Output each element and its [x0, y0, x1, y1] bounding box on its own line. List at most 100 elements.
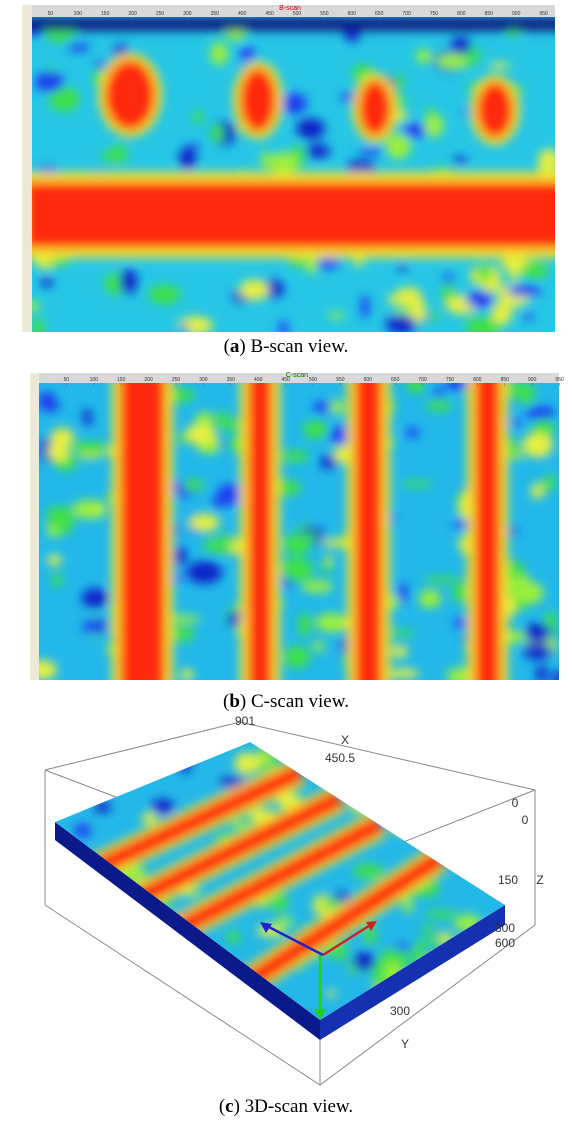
heatmap: [39, 383, 559, 680]
blob: [269, 893, 289, 911]
blob: [500, 255, 530, 271]
caption-part: (: [219, 1096, 225, 1117]
ruler-label: 400: [254, 377, 263, 383]
axis-label: 300: [495, 921, 515, 935]
blob: [427, 790, 454, 807]
blob: [180, 756, 191, 774]
blob: [105, 60, 155, 130]
ruler-label: 650: [391, 377, 400, 383]
blob: [405, 427, 420, 438]
ruler-label: 550: [320, 11, 329, 17]
blob: [280, 450, 309, 462]
scan-title: B-scan: [279, 5, 301, 12]
blob: [421, 925, 436, 934]
axis-label: 0: [512, 796, 519, 810]
blob: [56, 972, 87, 989]
blob: [137, 930, 168, 940]
blob: [47, 507, 72, 514]
caption-part: a: [230, 336, 240, 357]
axis-label: Z: [536, 873, 543, 887]
ruler-label: 850: [485, 11, 494, 17]
blob: [150, 1019, 181, 1020]
blob: [435, 53, 470, 70]
blob: [257, 760, 280, 771]
ruler-label: 700: [418, 377, 427, 383]
caption-part: ) B-scan view.: [239, 336, 348, 357]
ruler-label: 100: [90, 377, 99, 383]
blob: [462, 788, 491, 803]
blob: [348, 792, 371, 814]
blob: [234, 752, 258, 775]
stripe: [475, 383, 500, 680]
ruler-label: 250: [172, 377, 181, 383]
blob: [112, 916, 125, 934]
blob: [322, 538, 350, 547]
ruler-label: 950: [539, 11, 548, 17]
caption-part: ) 3D-scan view.: [234, 1096, 354, 1117]
blob: [452, 582, 467, 603]
ruler-label: 650: [375, 11, 384, 17]
blob: [58, 907, 73, 927]
blob: [441, 800, 454, 821]
blob: [552, 670, 559, 680]
blob: [465, 291, 494, 308]
blob: [385, 133, 411, 159]
blob: [424, 576, 459, 583]
blob: [327, 312, 345, 319]
blob: [506, 285, 542, 297]
blob: [312, 641, 325, 652]
blob: [426, 399, 452, 412]
ruler-label: 250: [156, 11, 165, 17]
blob: [360, 294, 370, 319]
blob: [391, 645, 408, 658]
blob: [188, 513, 220, 532]
ruler-labels: 50 100 150 200 250 300 350 400 450 500 550 600 650 70…: [64, 377, 564, 386]
blob: [179, 324, 189, 332]
caption-part: ) C-scan view.: [240, 691, 349, 712]
blob: [391, 759, 423, 777]
blob: [284, 645, 311, 669]
blob: [387, 749, 396, 762]
blob: [81, 588, 109, 608]
ruler-label: 100: [74, 11, 83, 17]
blob: [424, 910, 457, 918]
blob: [169, 627, 195, 642]
blob: [86, 773, 118, 781]
blob: [393, 944, 413, 952]
ruler-label: 600: [348, 11, 357, 17]
ruler-label: 900: [528, 377, 537, 383]
blob: [359, 80, 391, 136]
blob: [138, 958, 149, 967]
blob: [203, 538, 235, 553]
blob: [404, 792, 434, 806]
blob: [230, 820, 249, 829]
blob: [358, 147, 384, 155]
blob: [142, 812, 158, 825]
blob: [55, 911, 67, 929]
blob: [523, 643, 553, 660]
ruler-label: 800: [473, 377, 482, 383]
blob: [151, 798, 175, 815]
blob: [525, 406, 556, 420]
blob: [281, 557, 314, 582]
blob: [443, 273, 453, 284]
blob: [275, 917, 295, 926]
ruler-label: 450: [281, 377, 290, 383]
ruler-label: 850: [501, 377, 510, 383]
ruler-label: 50: [64, 377, 70, 383]
stripe: [71, 763, 304, 887]
blob: [273, 479, 302, 496]
blob: [46, 554, 62, 566]
ruler-label: 600: [364, 377, 373, 383]
blob: [72, 499, 107, 519]
blob: [192, 110, 204, 124]
blob: [48, 86, 80, 112]
blob: [492, 759, 501, 773]
blob: [55, 896, 72, 908]
blob: [398, 582, 408, 605]
blob: [267, 742, 295, 747]
blob: [165, 615, 201, 624]
blob: [319, 899, 344, 909]
ruler-label: 700: [402, 11, 411, 17]
blob: [51, 572, 62, 588]
